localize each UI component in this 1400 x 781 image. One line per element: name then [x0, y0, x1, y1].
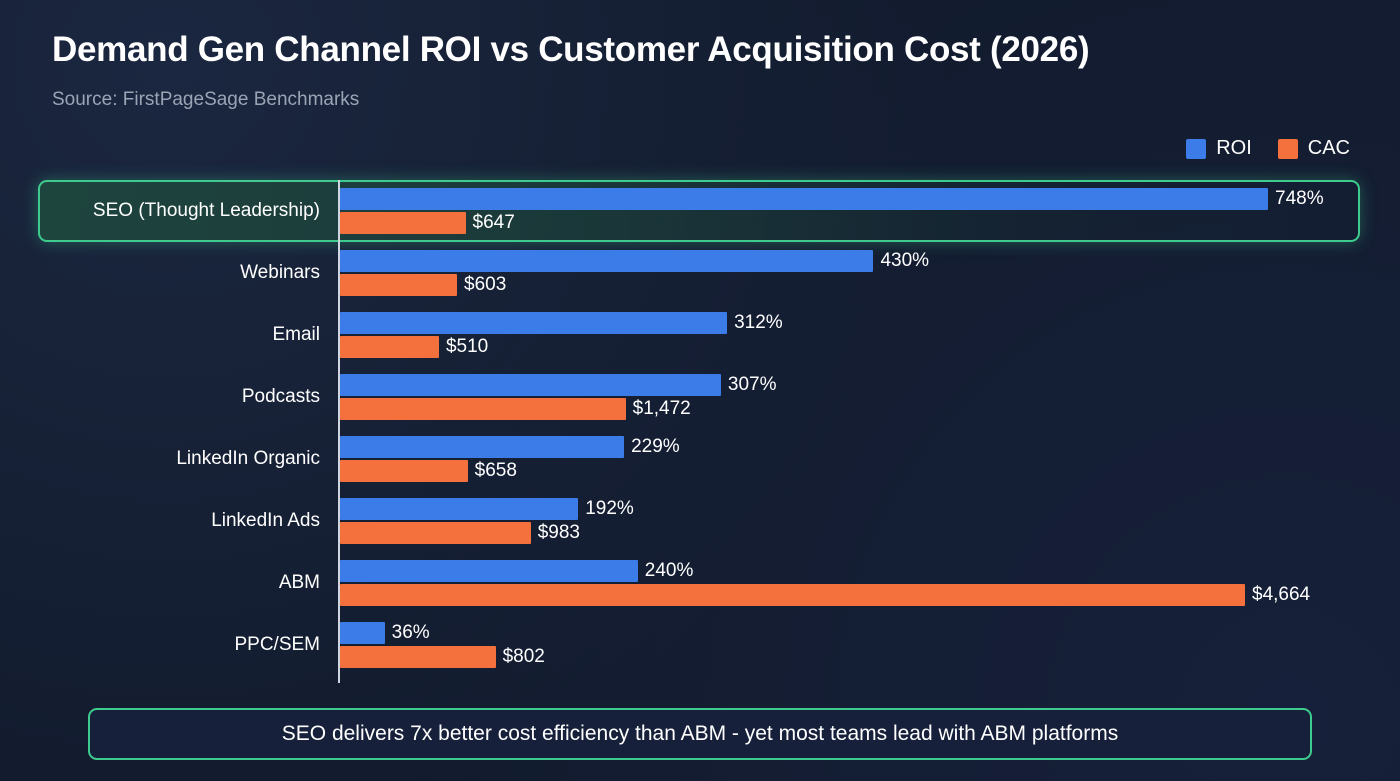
legend-label-roi: ROI [1216, 137, 1252, 159]
bar-cac-value-label: $4,664 [1252, 584, 1311, 605]
bar-roi-value-label: 192% [585, 498, 634, 519]
chart-row: Podcasts 307% $1,472 [0, 366, 1400, 428]
bar-cac[interactable] [340, 522, 531, 544]
category-label-linkedin-organic: LinkedIn Organic [176, 448, 320, 469]
legend-item-roi[interactable]: ROI [1186, 137, 1252, 160]
bar-cac-value-label: $603 [464, 274, 507, 295]
bar-roi-value-label: 312% [734, 312, 783, 333]
insight-callout-text: SEO delivers 7x better cost efficiency t… [281, 722, 1119, 745]
bar-cac[interactable] [340, 212, 466, 234]
bar-roi-value-label: 240% [644, 560, 694, 581]
bar-roi-value-label: 36% [391, 622, 430, 643]
category-label-webinars: Webinars [240, 262, 320, 283]
bar-roi[interactable] [340, 622, 385, 644]
bar-cac-value-label: $510 [445, 336, 489, 357]
bar-roi-value-label: 748% [1275, 188, 1324, 209]
legend-swatch-icon [1186, 138, 1207, 159]
bar-roi[interactable] [340, 436, 625, 458]
bar-roi[interactable] [340, 188, 1268, 210]
legend-label-cac: CAC [1307, 137, 1350, 159]
bar-roi[interactable] [340, 312, 728, 334]
chart-row: Email 312% $510 [0, 304, 1400, 366]
chart-row: PPC/SEM 36% $802 [0, 614, 1400, 676]
bar-roi-value-label: 229% [631, 436, 680, 457]
bar-cac-value-label: $983 [537, 522, 581, 543]
bar-roi-value-label: 430% [880, 250, 930, 271]
bar-cac[interactable] [340, 398, 626, 420]
bar-cac[interactable] [340, 336, 439, 358]
category-label-linkedin-ads: LinkedIn Ads [211, 510, 320, 531]
chart-legend: ROI CAC [1186, 137, 1350, 160]
bar-cac-value-label: $802 [502, 646, 545, 667]
legend-item-cac[interactable]: CAC [1277, 137, 1350, 160]
chart-row: LinkedIn Ads 192% $983 [0, 490, 1400, 552]
bar-cac[interactable] [340, 584, 1245, 606]
bar-roi[interactable] [340, 498, 579, 520]
bar-cac-value-label: $658 [474, 460, 517, 481]
page-title: Demand Gen Channel ROI vs Customer Acqui… [52, 30, 1090, 69]
category-label-podcasts: Podcasts [241, 386, 320, 407]
bar-roi-value-label: 307% [727, 374, 777, 395]
category-label-abm: ABM [278, 572, 320, 593]
chart-row: SEO (Thought Leadership) 748% $647 [0, 180, 1400, 242]
category-label-seo-thought-leadership: SEO (Thought Leadership) [92, 200, 320, 221]
legend-swatch-icon [1277, 138, 1298, 159]
insight-callout: SEO delivers 7x better cost efficiency t… [88, 708, 1312, 760]
bar-roi[interactable] [340, 374, 721, 396]
chart-row: ABM 240% $4,664 [0, 552, 1400, 614]
category-label-email: Email [272, 324, 320, 345]
bar-cac-value-label: $1,472 [632, 398, 691, 419]
bar-roi[interactable] [340, 250, 874, 272]
chart-source-subtitle: Source: FirstPageSage Benchmarks [52, 89, 360, 110]
bar-roi[interactable] [340, 560, 638, 582]
bar-cac-value-label: $647 [472, 212, 515, 233]
category-label-ppc-sem: PPC/SEM [234, 634, 320, 655]
chart-row: LinkedIn Organic 229% $658 [0, 428, 1400, 490]
bar-cac[interactable] [340, 460, 468, 482]
chart-row: Webinars 430% $603 [0, 242, 1400, 304]
bar-cac[interactable] [340, 646, 496, 668]
bar-cac[interactable] [340, 274, 457, 296]
y-axis-line [338, 180, 340, 683]
